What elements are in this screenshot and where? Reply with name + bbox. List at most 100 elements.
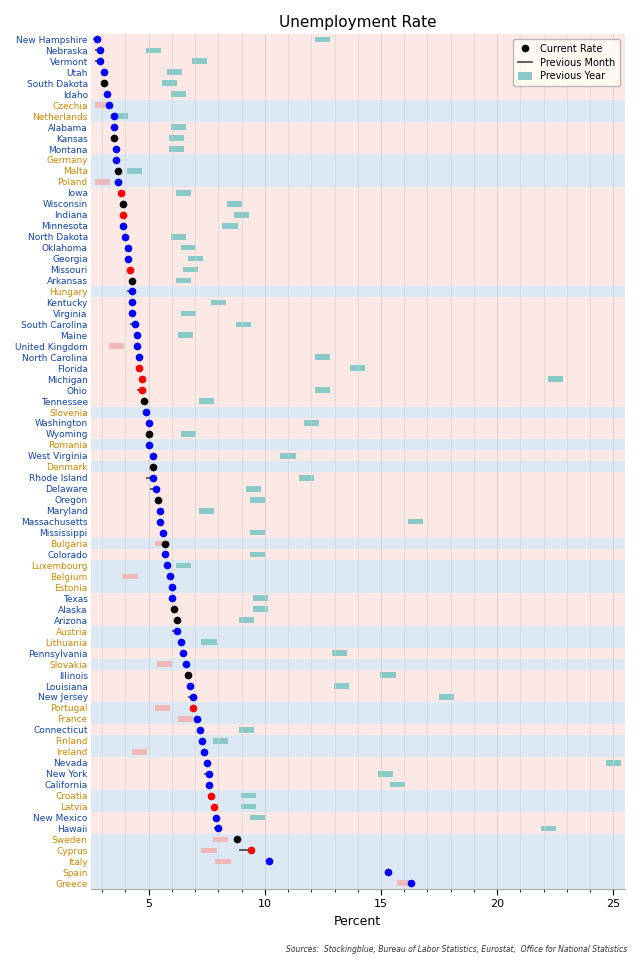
Bar xyxy=(90,648,625,659)
Bar xyxy=(157,661,172,667)
Bar xyxy=(90,88,625,100)
Bar xyxy=(90,308,625,319)
Bar xyxy=(176,563,191,568)
Bar xyxy=(155,705,170,710)
Bar xyxy=(334,684,349,689)
Bar xyxy=(90,45,625,56)
Bar xyxy=(223,223,237,228)
Bar xyxy=(90,242,625,253)
Bar xyxy=(90,790,625,801)
Bar xyxy=(236,322,252,327)
Bar xyxy=(239,617,254,623)
Bar xyxy=(127,168,142,174)
Bar xyxy=(90,132,625,144)
Bar xyxy=(199,398,214,404)
Bar xyxy=(216,858,230,864)
Bar xyxy=(90,177,625,187)
Bar xyxy=(169,146,184,152)
Bar xyxy=(90,845,625,856)
Bar xyxy=(90,636,625,648)
Bar xyxy=(90,144,625,155)
Bar xyxy=(90,691,625,703)
Bar xyxy=(90,604,625,614)
Bar xyxy=(90,406,625,418)
Bar xyxy=(90,877,625,889)
Bar xyxy=(90,527,625,538)
Bar xyxy=(179,332,193,338)
Bar xyxy=(90,199,625,209)
Text: Sources:  Stockingblue, Bureau of Labor Statistics, Eurostat,  Office for Nation: Sources: Stockingblue, Bureau of Labor S… xyxy=(286,946,627,954)
Bar xyxy=(90,571,625,582)
Bar xyxy=(90,735,625,746)
Bar xyxy=(239,727,254,732)
Bar xyxy=(438,694,454,700)
Bar xyxy=(90,110,625,122)
Bar xyxy=(90,418,625,428)
Bar xyxy=(132,749,147,755)
Bar xyxy=(90,155,625,165)
Bar xyxy=(95,180,109,184)
Bar xyxy=(90,812,625,823)
Bar xyxy=(90,856,625,867)
Bar xyxy=(113,113,128,119)
Bar xyxy=(90,746,625,757)
Bar xyxy=(90,319,625,330)
Bar xyxy=(90,757,625,768)
Bar xyxy=(90,220,625,231)
Bar xyxy=(166,69,182,75)
Bar xyxy=(90,276,625,286)
Bar xyxy=(90,67,625,78)
Bar xyxy=(227,201,242,206)
Bar xyxy=(90,122,625,132)
Bar xyxy=(90,363,625,373)
Bar xyxy=(253,595,268,601)
Bar xyxy=(241,804,256,809)
Bar xyxy=(90,396,625,406)
Bar xyxy=(316,354,330,360)
Bar xyxy=(179,716,193,722)
Bar xyxy=(316,387,330,393)
Bar xyxy=(250,530,266,536)
Bar xyxy=(90,725,625,735)
Bar xyxy=(390,781,405,787)
Bar xyxy=(90,560,625,571)
Bar xyxy=(90,681,625,691)
Bar xyxy=(90,264,625,276)
Bar xyxy=(280,453,296,459)
Bar xyxy=(299,475,314,481)
Bar xyxy=(408,518,424,524)
Bar xyxy=(90,713,625,725)
Bar xyxy=(176,277,191,283)
Bar xyxy=(202,848,216,853)
Bar xyxy=(548,376,563,382)
Bar xyxy=(90,505,625,516)
Bar xyxy=(90,165,625,177)
Bar xyxy=(90,351,625,363)
Bar xyxy=(90,231,625,242)
Bar xyxy=(90,582,625,593)
Bar xyxy=(90,801,625,812)
Bar xyxy=(90,253,625,264)
Bar xyxy=(241,793,256,799)
Bar xyxy=(176,190,191,196)
Bar xyxy=(90,669,625,681)
X-axis label: Percent: Percent xyxy=(334,915,381,927)
Bar xyxy=(90,593,625,604)
Bar xyxy=(122,573,138,579)
Bar xyxy=(541,826,556,831)
Bar xyxy=(90,78,625,88)
Bar xyxy=(155,540,170,546)
Bar xyxy=(90,494,625,505)
Bar xyxy=(202,639,216,645)
Bar xyxy=(199,508,214,514)
Bar xyxy=(304,420,319,426)
Bar xyxy=(162,81,177,86)
Bar xyxy=(90,703,625,713)
Bar xyxy=(90,428,625,440)
Bar xyxy=(90,823,625,834)
Bar xyxy=(90,626,625,636)
Bar xyxy=(90,330,625,341)
Bar xyxy=(90,209,625,220)
Bar xyxy=(90,34,625,45)
Bar xyxy=(90,286,625,297)
